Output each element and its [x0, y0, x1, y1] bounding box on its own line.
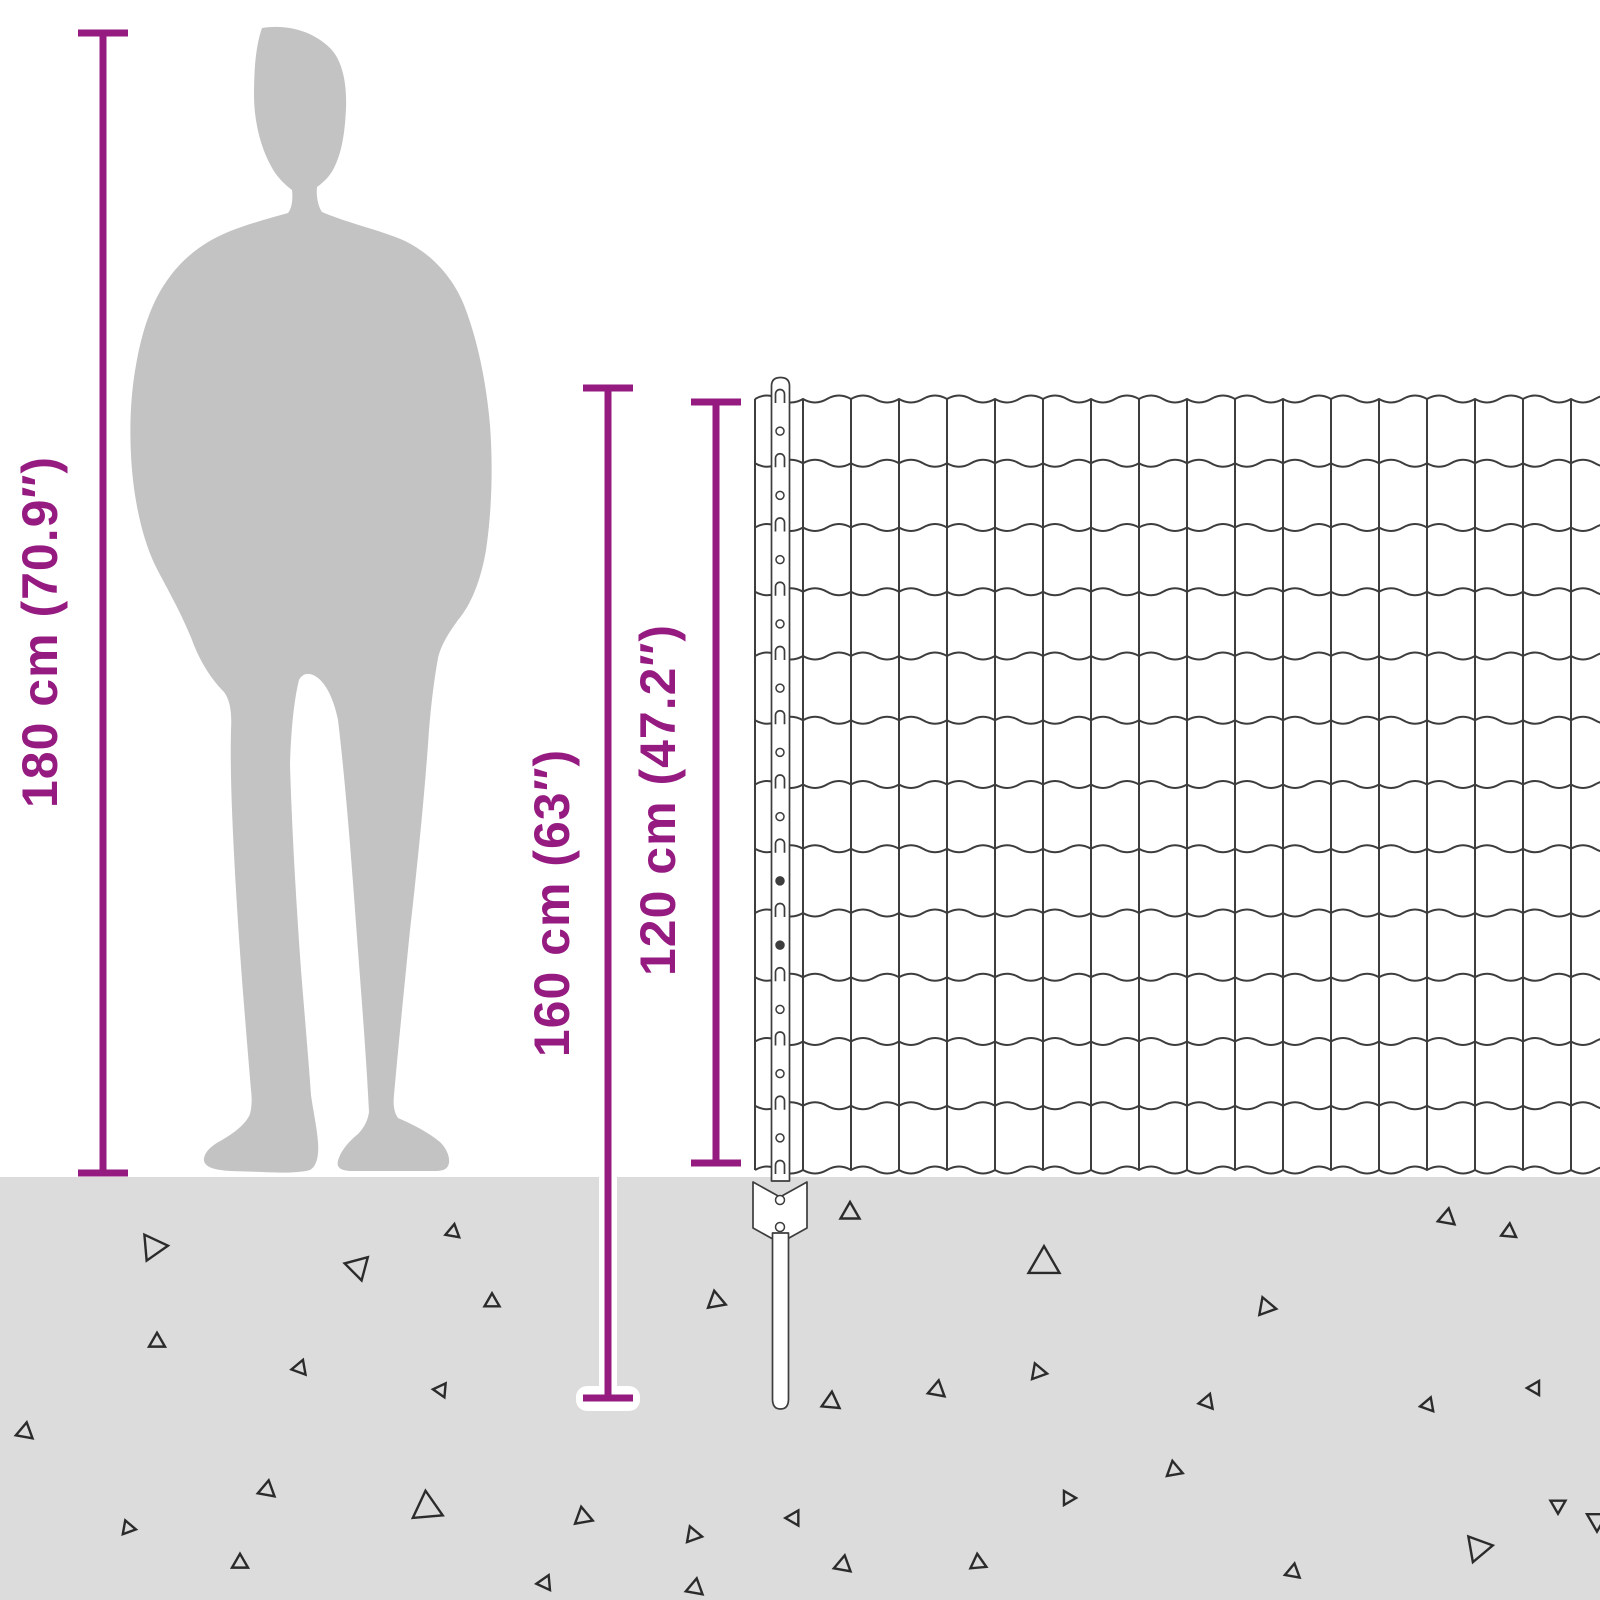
post-wire-hook [774, 1095, 786, 1110]
gravel-triangle-icon [831, 1552, 853, 1573]
gravel-triangle-icon [1026, 1243, 1062, 1275]
gravel-triangle-icon [782, 1508, 800, 1528]
mesh-horizontal-wire [754, 972, 1600, 982]
gravel-triangle-icon [706, 1288, 729, 1310]
gravel-triangle-icon [1062, 1488, 1079, 1508]
gravel-triangle-icon [289, 1357, 308, 1377]
gravel-triangle-icon [229, 1551, 251, 1569]
post-pin-hole [775, 747, 785, 758]
gravel-triangle-icon [968, 1551, 989, 1570]
gravel-triangle-icon [819, 1389, 842, 1410]
post-wire-hook [774, 966, 786, 982]
post-pin-hole-filled [775, 940, 785, 950]
gravel-triangle-icon [1030, 1361, 1050, 1381]
gravel-triangle-icon [255, 1477, 277, 1498]
post-pin-hole-filled [775, 876, 785, 886]
post-pin-hole [775, 490, 785, 501]
mesh-height-label: 120 cm (47.2″) [630, 623, 686, 977]
gravel-triangle-icon [573, 1504, 596, 1526]
fence-post [752, 376, 808, 1410]
mesh-horizontal-wire [754, 394, 1600, 404]
post-pin-hole [775, 554, 785, 565]
post-height-dimension-line [583, 384, 633, 1402]
post-spike [771, 1232, 790, 1410]
post-pin-hole [775, 1068, 785, 1079]
post-wire-hook [774, 517, 786, 532]
gravel-triangle-icon [838, 1199, 862, 1220]
ground [0, 1177, 1600, 1600]
mesh-height-dimension-line [691, 398, 741, 1167]
person-height-dimension-line [78, 29, 128, 1177]
post-pin-hole [775, 811, 785, 822]
gravel-triangle-icon [1165, 1458, 1185, 1478]
post-details [774, 388, 786, 1174]
mesh-horizontal-wire [754, 908, 1600, 918]
gravel-triangle-icon [1524, 1378, 1541, 1398]
post-height-label: 160 cm (63″) [524, 748, 580, 1058]
gravel-triangle-icon [146, 1330, 168, 1348]
post-wire-hook [774, 774, 786, 789]
gravel-triangle-icon [342, 1255, 370, 1283]
post-wire-hook [774, 452, 786, 468]
post-wire-hook [774, 1031, 786, 1046]
anchor-hole [774, 1221, 786, 1233]
gravel-triangle-icon [13, 1419, 35, 1440]
gravel-triangle-icon [925, 1377, 947, 1398]
gravel-triangle-icon [685, 1524, 705, 1544]
post-pin-hole [775, 426, 785, 436]
post-pin-hole [775, 1004, 785, 1015]
mesh-horizontal-wire [754, 458, 1600, 468]
gravel-triangle-icon [143, 1232, 171, 1263]
gravel-triangle-icon [683, 1575, 705, 1596]
gravel-triangle-icon [1282, 1561, 1302, 1580]
person-height-label: 180 cm (70.9″) [12, 455, 68, 809]
gravel-triangle-icon [1196, 1391, 1215, 1411]
person-silhouette [130, 26, 492, 1173]
mesh-horizontal-wire [754, 651, 1600, 661]
post-wire-hook [774, 581, 786, 596]
post-wire-hook [774, 1159, 786, 1174]
post-wire-hook [774, 709, 786, 725]
mesh-horizontal-wire [754, 587, 1600, 597]
gravel-triangle-icon [1498, 1220, 1519, 1239]
mesh-horizontal-wire [754, 1165, 1600, 1175]
gravel-triangle-icon [1435, 1205, 1457, 1226]
mesh-horizontal-wire [754, 780, 1600, 789]
gravel-triangle-icon [1584, 1513, 1600, 1534]
post-pin-hole [775, 619, 785, 629]
anchor-hole [774, 1194, 786, 1206]
gravel-triangle-icon [482, 1290, 502, 1308]
gravel-triangles [13, 1199, 1600, 1596]
post-pin-hole [775, 1133, 785, 1143]
mesh-horizontal-wire [754, 1037, 1600, 1046]
mesh-horizontal-wire [754, 844, 1600, 854]
post-wire-hook [774, 645, 786, 660]
gravel-triangle-icon [430, 1381, 448, 1400]
gravel-triangle-icon [533, 1572, 552, 1593]
gravel-triangle-icon [1466, 1534, 1496, 1565]
post-wire-hook [774, 838, 786, 853]
mesh-horizontal-wire [754, 523, 1600, 532]
post-wire-hook [774, 388, 786, 403]
mesh-horizontal-wire [754, 715, 1600, 725]
mesh-horizontal-wire [754, 1101, 1600, 1111]
gravel-triangle-icon [443, 1221, 462, 1239]
gravel-triangle-icon [410, 1488, 445, 1520]
post-pin-hole [775, 683, 785, 693]
gravel-triangle-icon [121, 1518, 139, 1537]
gravel-triangle-icon [1257, 1294, 1279, 1317]
wire-mesh [754, 394, 1600, 1175]
gravel-triangle-icon [1417, 1395, 1435, 1414]
post-wire-hook [774, 902, 786, 917]
gravel-triangle-icon [1548, 1499, 1568, 1517]
